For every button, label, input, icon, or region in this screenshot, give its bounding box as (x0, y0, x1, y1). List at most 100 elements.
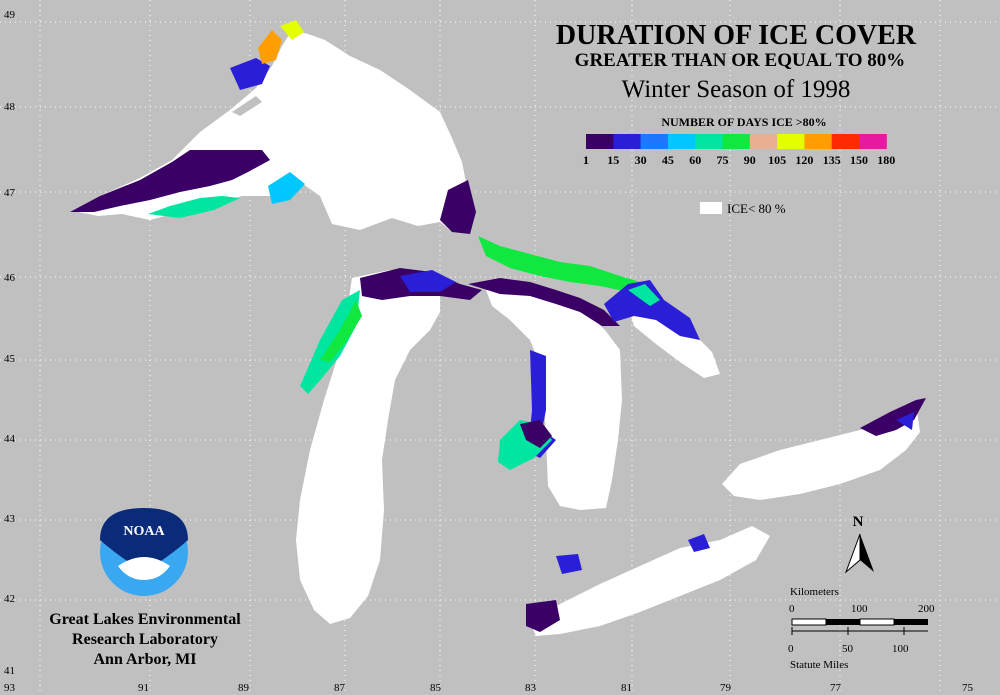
noaa-logo: NOAA (100, 508, 188, 596)
lon-label: 83 (525, 682, 537, 694)
ice-105days-nipigon-north (280, 20, 304, 40)
ice-30days-east-ontario (896, 412, 914, 430)
north-arrow-left-icon (844, 533, 861, 574)
ice-15days-south-shore (70, 150, 270, 212)
lon-label: 85 (430, 682, 442, 694)
scale-km-title: Kilometers (790, 586, 839, 598)
legend-label: 60 (689, 153, 701, 167)
legend-swatch (667, 134, 696, 149)
legend-label: 75 (717, 153, 729, 167)
lon-label: 81 (621, 682, 632, 694)
legend-label: 30 (635, 153, 647, 167)
legend-swatch (695, 134, 723, 149)
legend-label: 150 (850, 153, 868, 167)
lon-label: 77 (830, 682, 842, 694)
legend-label: 1 (583, 153, 589, 167)
north-arrow-right-icon (860, 534, 874, 572)
org-line: Research Laboratory (72, 631, 218, 648)
scale-km-label: 200 (918, 603, 935, 615)
lat-label: 49 (4, 9, 16, 21)
ice-15days-saginaw-bay (520, 420, 552, 448)
legend-label: 135 (823, 153, 841, 167)
lake-erie-water (530, 526, 770, 636)
ice-30days-straits (400, 270, 456, 292)
org-line: Ann Arbor, MI (94, 651, 197, 668)
no-ice-swatch (700, 202, 722, 214)
legend-swatch (831, 134, 860, 149)
lat-label: 42 (4, 593, 15, 605)
lon-label: 89 (238, 682, 250, 694)
page-subtitle: GREATER THAN OR EQUAL TO 80% (575, 50, 906, 71)
lake-huron-water (486, 288, 622, 510)
lon-labels: 93 91 89 87 85 83 81 79 77 75 (4, 682, 974, 694)
lake-superior (70, 20, 476, 234)
ice-60days-georgian-bay (628, 284, 660, 306)
lake-erie (526, 526, 770, 636)
noaa-logo-text: NOAA (123, 524, 165, 539)
legend-swatch (722, 134, 751, 149)
legend-swatch (613, 134, 642, 149)
lake-ontario (722, 398, 926, 500)
scale-km-label: 0 (789, 603, 795, 615)
lake-michigan-water (296, 270, 440, 624)
legend-swatch (804, 134, 833, 149)
lon-label: 79 (720, 682, 732, 694)
legend-label: 180 (877, 153, 895, 167)
legend-label: 105 (768, 153, 786, 167)
no-ice-label: ICE< 80 % (727, 201, 786, 216)
legend-label: 45 (662, 153, 674, 167)
legend-labels: 1 15 30 45 60 75 90 105 120 135 150 180 (583, 153, 895, 167)
scale-bar: Kilometers 0 100 200 0 50 100 Statute Mi… (788, 586, 935, 671)
noaa-logo-wave-icon (118, 557, 170, 580)
season-label: Winter Season of 1998 (622, 76, 851, 103)
ice-15days-east-ontario (860, 398, 926, 436)
lon-label: 75 (962, 682, 974, 694)
scale-segment (859, 618, 895, 626)
ice-60days-green-bay (300, 290, 360, 394)
scale-segment (791, 618, 827, 626)
ice-15days-west-erie (526, 600, 560, 632)
lon-label: 87 (334, 682, 346, 694)
scale-mi-title: Statute Miles (790, 659, 848, 671)
lake-michigan (296, 268, 482, 624)
north-arrow: N (844, 514, 874, 574)
lat-label: 43 (4, 513, 16, 525)
noaa-logo-bird-icon (100, 508, 188, 572)
lat-label: 41 (4, 665, 15, 677)
ice-45days-keweenaw (268, 172, 305, 204)
lat-labels: 49 48 47 46 45 44 43 42 41 (4, 9, 16, 677)
ice-15days-north-shore (230, 58, 270, 90)
ice-120days-nipigon (258, 30, 282, 64)
legend-swatch (640, 134, 669, 149)
scale-segment (894, 619, 928, 625)
scale-segment (826, 619, 860, 625)
legend-swatch (859, 134, 887, 149)
legend-swatch (586, 134, 614, 149)
legend-label: 120 (795, 153, 813, 167)
ice-75days-north-channel (478, 236, 640, 292)
ice-30days-east-erie (688, 534, 710, 552)
isle-royale (232, 96, 262, 116)
legend-swatch (777, 134, 805, 149)
georgian-bay-water (628, 306, 720, 378)
scale-mi-label: 100 (892, 643, 909, 655)
ice-15days-north-huron (468, 278, 620, 326)
north-label: N (853, 514, 864, 530)
org-block: Great Lakes Environmental Research Labor… (49, 611, 241, 668)
lat-label: 47 (4, 187, 16, 199)
legend-title: NUMBER OF DAYS ICE >80% (661, 115, 826, 129)
legend-label: 15 (607, 153, 619, 167)
org-line: Great Lakes Environmental (49, 611, 241, 628)
lon-label: 91 (138, 682, 149, 694)
scale-mi-label: 50 (842, 643, 854, 655)
lat-label: 46 (4, 272, 16, 284)
lake-huron (468, 278, 720, 510)
ice-60days-south-shore (148, 196, 240, 218)
title-block: DURATION OF ICE COVER GREATER THAN OR EQ… (556, 20, 917, 103)
legend-swatches (586, 134, 887, 149)
lat-label: 45 (4, 353, 16, 365)
legend: NUMBER OF DAYS ICE >80% 1 15 30 45 60 75 90 105… (583, 115, 895, 216)
lon-label: 93 (4, 682, 16, 694)
